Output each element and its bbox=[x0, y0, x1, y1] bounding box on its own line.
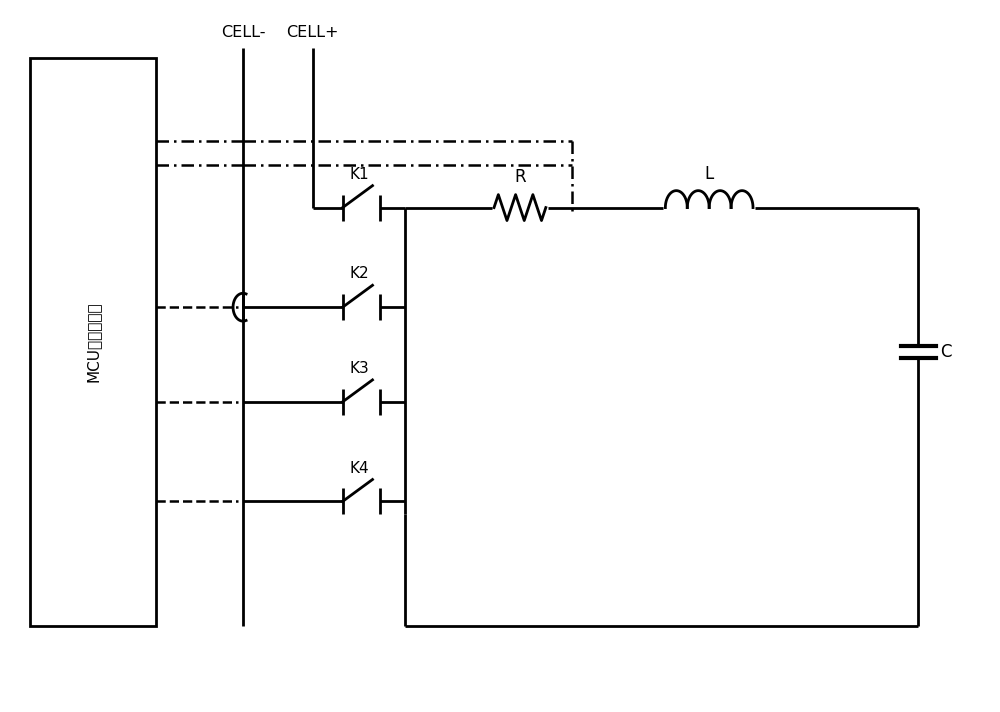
Text: K4: K4 bbox=[350, 461, 369, 476]
Text: MCU和控制电路: MCU和控制电路 bbox=[86, 302, 101, 382]
Text: K3: K3 bbox=[350, 361, 369, 376]
Text: CELL+: CELL+ bbox=[286, 25, 339, 41]
Text: L: L bbox=[705, 164, 714, 183]
Bar bbox=[30, 58, 156, 626]
Text: C: C bbox=[940, 343, 952, 361]
Text: R: R bbox=[514, 167, 526, 186]
Text: K1: K1 bbox=[350, 167, 369, 182]
Text: CELL-: CELL- bbox=[221, 25, 265, 41]
Text: K2: K2 bbox=[350, 266, 369, 281]
